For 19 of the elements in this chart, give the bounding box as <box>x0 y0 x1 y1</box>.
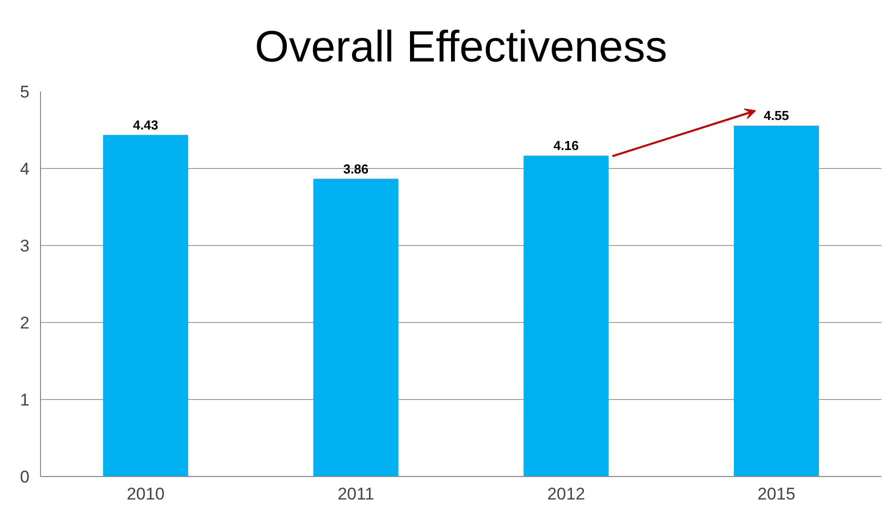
y-tick-label: 1 <box>20 390 30 410</box>
data-label: 4.55 <box>764 108 790 124</box>
bar <box>734 126 819 476</box>
y-tick-label: 0 <box>20 468 30 486</box>
bar <box>524 156 609 476</box>
y-tick-label: 3 <box>20 236 30 256</box>
data-label: 3.86 <box>343 161 369 176</box>
x-tick-label: 2012 <box>547 484 586 504</box>
bar <box>313 178 398 476</box>
x-tick-label: 2015 <box>757 484 796 504</box>
x-tick-label: 2010 <box>126 484 165 504</box>
y-tick-label: 5 <box>20 82 30 102</box>
y-tick-label: 2 <box>20 314 30 332</box>
x-tick-label: 2011 <box>338 484 374 504</box>
data-label: 4.16 <box>553 138 579 154</box>
y-tick-label: 4 <box>20 160 30 178</box>
data-label: 4.43 <box>132 117 158 132</box>
bar <box>103 134 188 476</box>
chart-title: Overall Effectiveness <box>254 22 668 72</box>
